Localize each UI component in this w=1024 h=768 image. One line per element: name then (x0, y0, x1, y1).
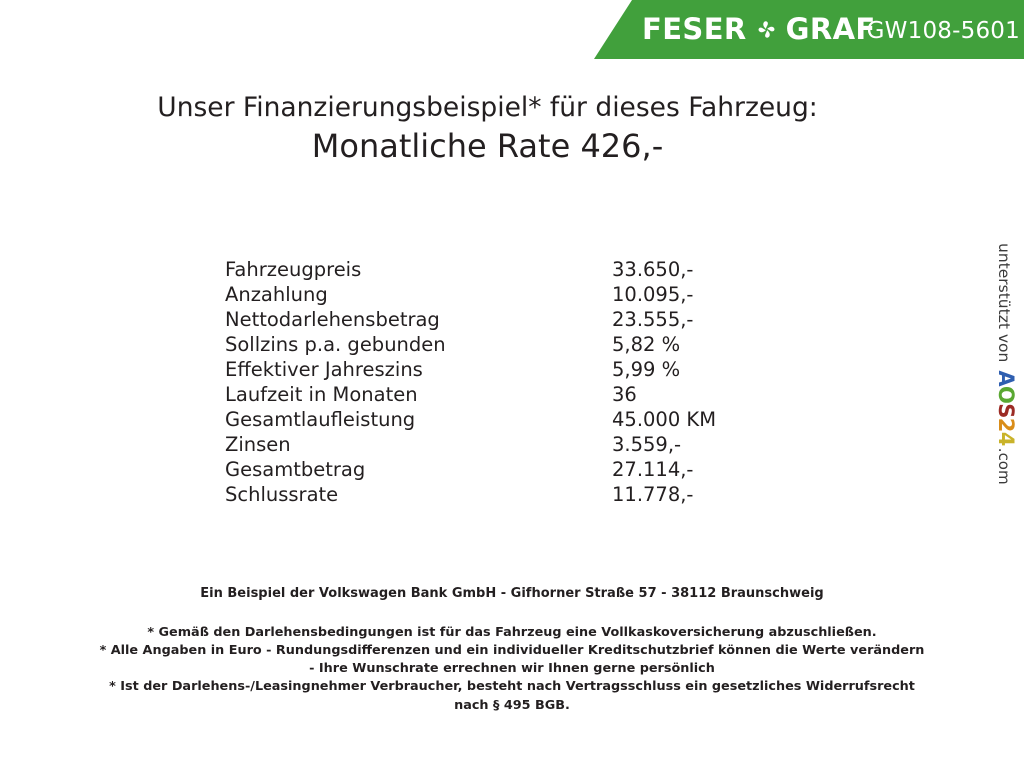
table-row: Sollzins p.a. gebunden 5,82 % (225, 333, 765, 358)
brand-name-second: GRAF (785, 12, 876, 46)
table-row: Zinsen 3.559,- (225, 433, 765, 458)
aos24-letter: S (994, 403, 1018, 418)
table-row: Anzahlung 10.095,- (225, 283, 765, 308)
sponsor-strip: unterstützt von AOS24 .com (990, 243, 1022, 533)
aos24-letter: A (994, 370, 1018, 386)
aos24-letter: O (994, 385, 1018, 404)
aos24-letter: 4 (994, 431, 1018, 446)
finance-label: Zinsen (225, 433, 291, 456)
finance-value: 45.000 KM (612, 408, 717, 431)
table-row: Fahrzeugpreis 33.650,- (225, 258, 765, 283)
finance-value: 33.650,- (612, 258, 694, 281)
table-row: Gesamtlaufleistung 45.000 KM (225, 408, 765, 433)
finance-details-table: Fahrzeugpreis 33.650,- Anzahlung 10.095,- Ne… (225, 258, 765, 508)
sponsor-prefix-label: unterstützt von (995, 243, 1013, 363)
table-row: Laufzeit in Monaten 36 (225, 383, 765, 408)
finance-label: Laufzeit in Monaten (225, 383, 418, 406)
disclaimer-line: * Alle Angaben in Euro - Rundungsdiffere… (99, 643, 925, 659)
disclaimer-line: nach § 495 BGB. (454, 697, 570, 713)
finance-value: 23.555,- (612, 308, 694, 331)
bank-reference-line: Ein Beispiel der Volkswagen Bank GmbH - … (200, 586, 824, 601)
finance-label: Fahrzeugpreis (225, 258, 362, 281)
finance-value: 5,82 % (612, 333, 681, 356)
finance-value: 11.778,- (612, 483, 694, 506)
finance-label: Nettodarlehensbetrag (225, 308, 440, 331)
finance-value: 27.114,- (612, 458, 694, 481)
finance-value: 10.095,- (612, 283, 694, 306)
stock-number: GW108-5601 (866, 17, 1020, 44)
finance-label: Schlussrate (225, 483, 339, 506)
disclaimer-line: * Gemäß den Darlehensbedingungen ist für… (147, 625, 877, 640)
brand-name-first: FESER (642, 12, 747, 46)
finance-label: Gesamtlaufleistung (225, 408, 416, 431)
finance-value: 36 (612, 383, 637, 406)
finance-label: Effektiver Jahreszins (225, 358, 423, 381)
finance-label: Sollzins p.a. gebunden (225, 333, 446, 356)
table-row: Schlussrate 11.778,- (225, 483, 765, 508)
brand-logo: FESER GRAF GW108-5601 (642, 15, 1020, 44)
disclaimer-line: * Ist der Darlehens-/Leasingnehmer Verbr… (109, 679, 915, 695)
table-row: Effektiver Jahreszins 5,99 % (225, 358, 765, 383)
banner-content: FESER GRAF GW108-5601 (594, 0, 1024, 59)
page-title-block: Unser Finanzierungsbeispiel* für dieses … (0, 92, 975, 166)
disclaimer-line: - Ihre Wunschrate errechnen wir Ihnen ge… (309, 661, 715, 677)
page-title: Unser Finanzierungsbeispiel* für dieses … (157, 92, 818, 123)
sponsor-rotated-text: unterstützt von AOS24 .com (994, 243, 1018, 485)
sponsor-domain-suffix: .com (995, 447, 1013, 485)
disclaimer-block: * Gemäß den Darlehensbedingungen ist für… (0, 624, 1024, 715)
finance-label: Gesamtbetrag (225, 458, 366, 481)
finance-label: Anzahlung (225, 283, 328, 306)
finance-value: 5,99 % (612, 358, 681, 381)
table-row: Nettodarlehensbetrag 23.555,- (225, 308, 765, 333)
header-banner: FESER GRAF GW108-5601 (0, 0, 1024, 59)
table-row: Gesamtbetrag 27.114,- (225, 458, 765, 483)
four-leaf-clover-icon (754, 17, 779, 42)
aos24-letter: 2 (994, 417, 1018, 432)
aos24-logo: AOS24 (994, 370, 1018, 446)
banner-green-shape (594, 0, 1024, 59)
monthly-rate-headline: Monatliche Rate 426,- (311, 127, 664, 166)
finance-value: 3.559,- (612, 433, 682, 456)
